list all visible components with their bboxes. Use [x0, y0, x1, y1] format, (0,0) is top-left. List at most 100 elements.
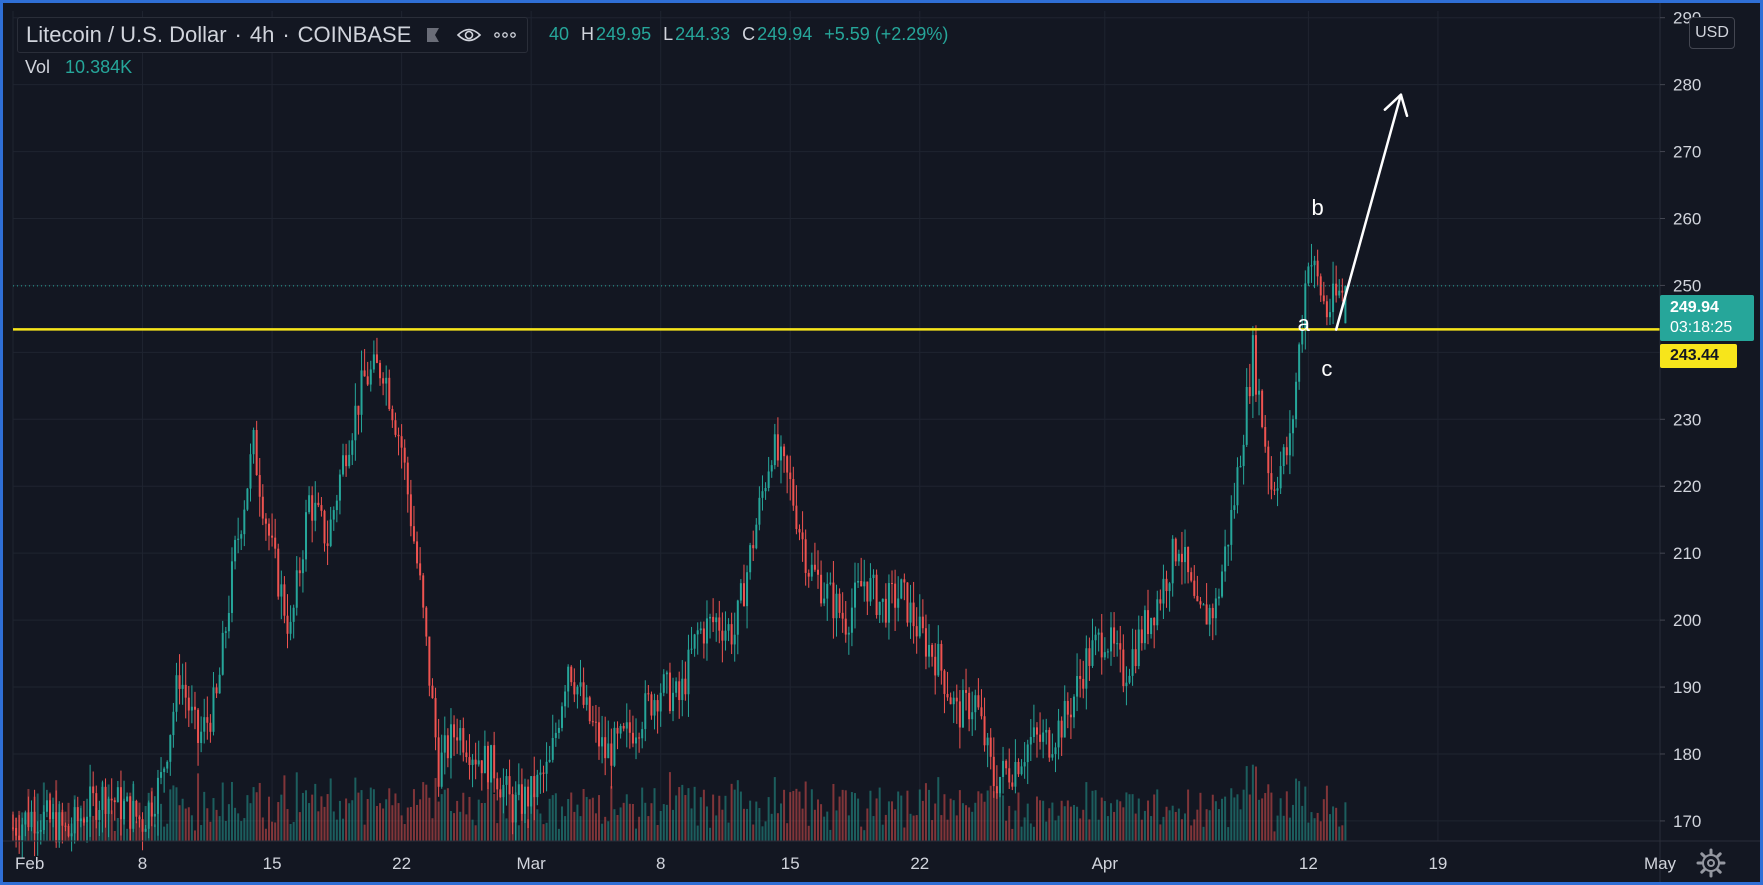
candle-body	[570, 666, 573, 683]
candle-body	[844, 618, 847, 635]
currency-button[interactable]: USD	[1689, 17, 1735, 49]
volume-bar	[998, 784, 1001, 841]
candle-body	[1341, 290, 1344, 293]
volume-bar	[795, 788, 798, 841]
volume-bar	[712, 794, 715, 841]
gear-icon[interactable]	[1695, 847, 1727, 879]
volume-bar	[203, 791, 206, 841]
candle-body	[64, 825, 67, 827]
price-tick-label: 260	[1673, 210, 1701, 229]
volume-bar	[456, 800, 459, 841]
candle-body	[351, 440, 354, 455]
candle-body	[915, 626, 918, 637]
volume-bar	[1310, 812, 1313, 841]
volume-bar	[1325, 785, 1328, 841]
candle-body	[193, 706, 196, 710]
volume-bar	[1048, 808, 1051, 841]
volume-bar	[752, 824, 755, 841]
candle-body	[144, 828, 147, 832]
volume-bar	[264, 828, 267, 841]
candle-body	[138, 816, 141, 820]
volume-bar	[394, 793, 397, 841]
volume-bar	[897, 791, 900, 841]
candle-body	[517, 784, 520, 795]
candle-body	[601, 737, 604, 747]
volume-bar	[92, 815, 95, 841]
candle-body	[123, 801, 126, 820]
candle-body	[968, 692, 971, 720]
price-axis[interactable]: 290280270260250240230220210200190180170	[1659, 3, 1701, 885]
candle-body	[733, 634, 736, 645]
candle-body	[237, 538, 240, 540]
volume-bar	[329, 778, 332, 841]
volume-bar	[672, 809, 675, 841]
time-axis[interactable]: Feb 8 15 22 Mar 8 15 22 Apr 12 19 May	[3, 840, 1763, 873]
volume-bar	[588, 799, 591, 841]
volume-bar	[884, 814, 887, 841]
candle-body	[684, 678, 687, 695]
candle-body	[1328, 312, 1331, 318]
candle-body	[295, 570, 298, 608]
volume-bar	[1236, 794, 1239, 841]
exchange-label: COINBASE	[297, 22, 412, 47]
candle-body	[761, 491, 764, 498]
candle-body	[227, 612, 230, 632]
volume-bar	[570, 792, 573, 841]
candle-body	[73, 807, 76, 834]
volume-bar	[1267, 784, 1270, 841]
volume-bar	[684, 795, 687, 841]
flag-icon[interactable]	[419, 21, 447, 49]
volume-bar	[977, 791, 980, 841]
candle-body	[924, 628, 927, 657]
volume-bar	[113, 830, 116, 841]
volume-bar	[1270, 792, 1273, 841]
time-tick-label: 15	[263, 854, 282, 873]
volume-bar	[900, 795, 903, 841]
time-tick-label: 12	[1299, 854, 1318, 873]
candle-body	[1005, 760, 1008, 769]
candle-body	[807, 572, 810, 577]
price-chart[interactable]: abc 290280270260250240230220210200190180…	[3, 3, 1763, 885]
volume-bar	[1174, 811, 1177, 841]
candle-body	[326, 543, 329, 546]
candle-body	[533, 776, 536, 798]
volume-bar	[594, 813, 597, 841]
volume-bar	[598, 795, 601, 841]
volume-bar	[1140, 819, 1143, 841]
volume-bar	[1168, 810, 1171, 841]
volume-bar	[770, 813, 773, 841]
candle-body	[129, 796, 132, 829]
candle-body	[1239, 466, 1242, 468]
candle-body	[1091, 640, 1094, 666]
candle-body	[428, 636, 431, 686]
candle-body	[659, 692, 662, 712]
candle-body	[480, 760, 483, 774]
volume-bar	[172, 785, 175, 841]
more-icon[interactable]	[491, 21, 519, 49]
candle-body	[456, 737, 459, 741]
candle-body	[101, 786, 104, 811]
volume-bar	[1159, 824, 1162, 841]
volume-bar	[601, 823, 604, 841]
candle-body	[1094, 634, 1097, 641]
candle-body	[718, 617, 721, 631]
volume-bar	[382, 808, 385, 841]
symbol-legend[interactable]: Litecoin / U.S. Dollar · 4h · COINBASE	[17, 17, 529, 53]
candle-body	[61, 812, 64, 826]
candle-body	[403, 447, 406, 463]
time-tick-label: 8	[656, 854, 665, 873]
candle-body	[354, 405, 357, 441]
eye-icon[interactable]	[455, 21, 483, 49]
volume-bar	[838, 796, 841, 841]
candle-body	[662, 674, 665, 693]
candle-body	[1153, 617, 1156, 626]
candle-body	[1106, 651, 1109, 653]
volume-bar	[1110, 803, 1112, 841]
candle-body	[579, 682, 582, 687]
candle-body	[224, 631, 227, 633]
candle-body	[311, 495, 314, 521]
volume-bar	[406, 807, 409, 841]
volume-bar	[169, 789, 172, 841]
volume-bar	[480, 803, 483, 841]
candle-body	[829, 582, 832, 584]
